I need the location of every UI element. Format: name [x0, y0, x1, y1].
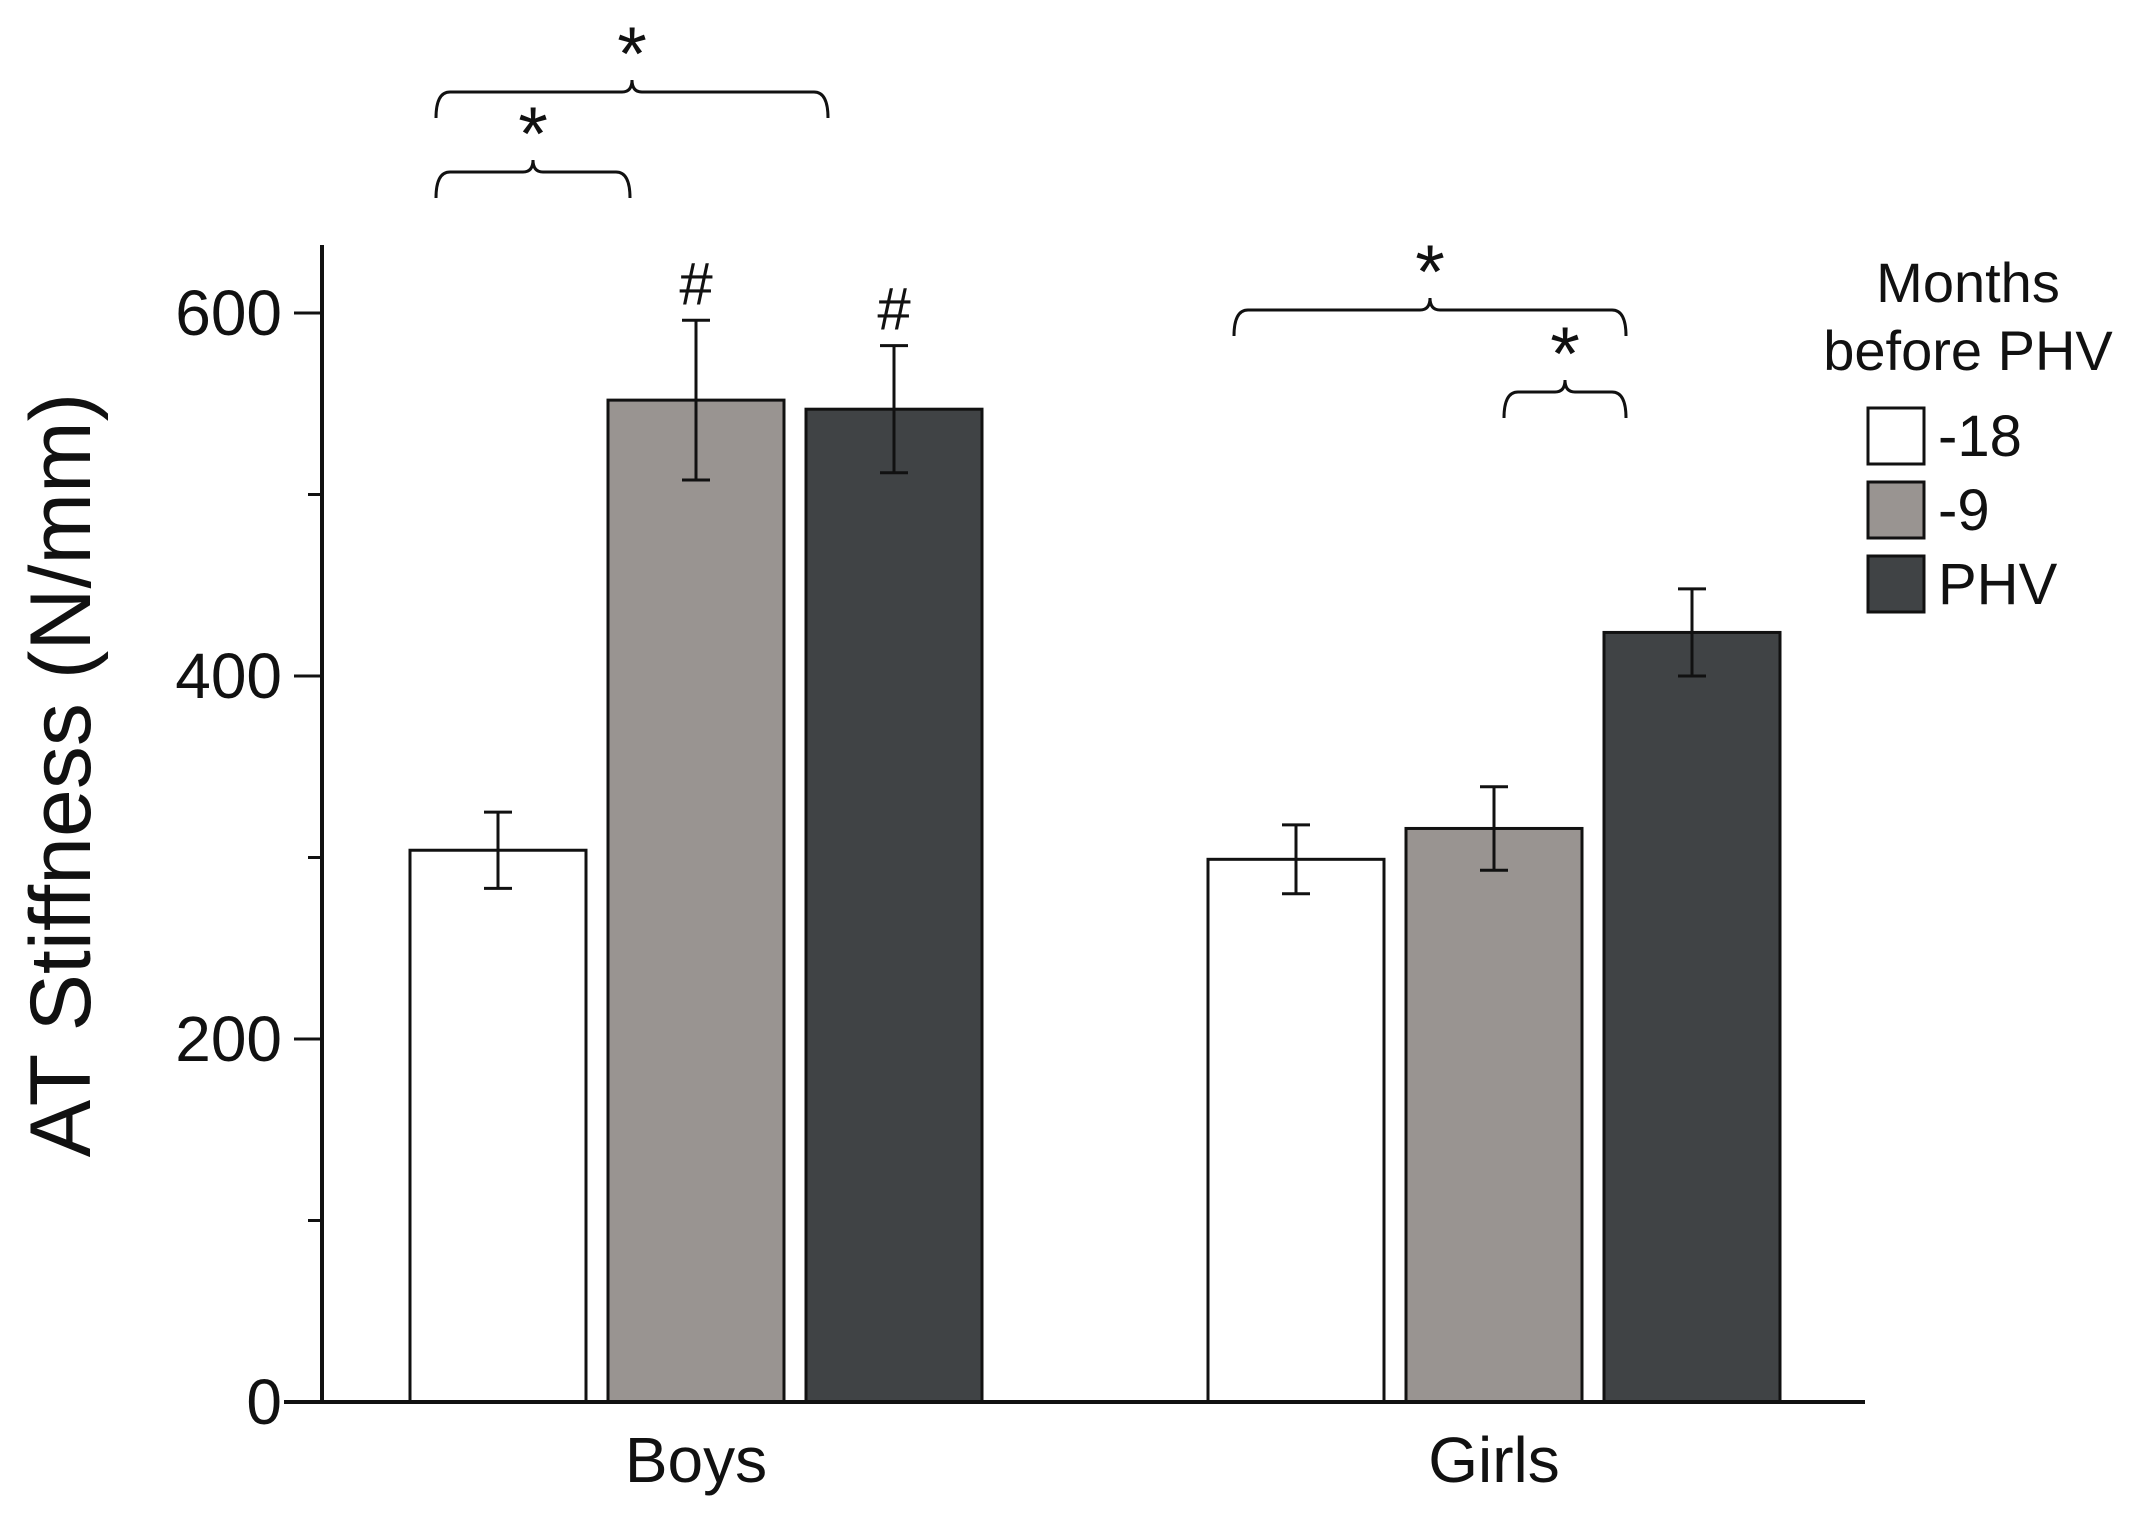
x-tick-label-boys: Boys — [625, 1424, 767, 1496]
significance-marker: # — [679, 250, 713, 317]
bar-girls-1 — [1404, 826, 1584, 1404]
legend-swatch — [1866, 406, 1926, 466]
bar-boys-1 — [606, 398, 786, 1404]
y-axis-title: AT Stiffness (N/mm) — [13, 393, 109, 1158]
y-tick-label: 0 — [246, 1366, 282, 1438]
legend-label: -18 — [1938, 404, 2022, 469]
significance-star: * — [617, 12, 647, 97]
significance-star: * — [1415, 230, 1445, 315]
significance-bracket — [1502, 379, 1628, 419]
y-tick-label: 400 — [175, 640, 282, 712]
annotations-layer: # # * * * * — [434, 12, 1628, 419]
x-tick-label-girls: Girls — [1428, 1424, 1560, 1496]
legend-swatch — [1866, 554, 1926, 614]
legend-title: Months — [1876, 251, 2060, 314]
y-tick-label: 600 — [175, 277, 282, 349]
y-tick-label: 200 — [175, 1003, 282, 1075]
legend-swatch — [1866, 480, 1926, 540]
bar-boys-2 — [804, 407, 984, 1404]
significance-star: * — [518, 92, 548, 177]
bar-boys-0 — [408, 848, 588, 1404]
significance-bracket — [434, 79, 830, 119]
legend-label: -9 — [1938, 478, 1990, 543]
legend-title: before PHV — [1823, 319, 2113, 382]
legend-label: PHV — [1938, 552, 2058, 617]
significance-bracket — [434, 159, 632, 199]
bar-girls-2 — [1602, 630, 1782, 1404]
bar-girls-0 — [1206, 857, 1386, 1404]
significance-bracket — [1232, 297, 1628, 337]
significance-star: * — [1550, 312, 1580, 397]
bars-layer — [408, 398, 1782, 1404]
significance-marker: # — [877, 276, 911, 343]
error-bars-layer — [484, 318, 1706, 896]
axes-layer: 0 200 400 600 Boys Girls — [175, 245, 1865, 1496]
